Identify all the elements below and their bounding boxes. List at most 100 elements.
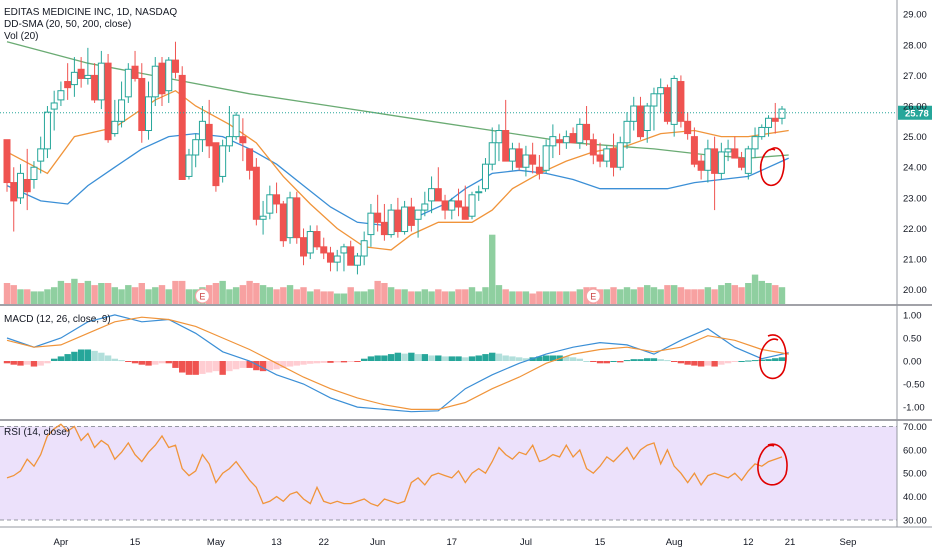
- macd-histogram-bar[interactable]: [617, 361, 624, 363]
- volume-bar[interactable]: [758, 280, 765, 304]
- volume-bar[interactable]: [414, 291, 422, 304]
- volume-bar[interactable]: [347, 287, 354, 304]
- volume-bar[interactable]: [360, 291, 368, 304]
- volume-bar[interactable]: [172, 280, 179, 304]
- volume-bar[interactable]: [718, 285, 725, 304]
- macd-histogram-bar[interactable]: [670, 361, 678, 363]
- macd-histogram-bar[interactable]: [704, 361, 712, 366]
- candle[interactable]: [461, 206, 469, 220]
- macd-histogram-bar[interactable]: [259, 361, 267, 372]
- volume-bar[interactable]: [313, 289, 321, 304]
- candle[interactable]: [70, 71, 78, 86]
- macd-histogram-bar[interactable]: [77, 349, 85, 362]
- candle[interactable]: [43, 111, 51, 150]
- candle[interactable]: [10, 182, 18, 202]
- macd-histogram-bar[interactable]: [98, 352, 105, 362]
- volume-bar[interactable]: [617, 289, 624, 304]
- candle[interactable]: [306, 231, 314, 254]
- candle[interactable]: [751, 136, 759, 150]
- candle[interactable]: [610, 148, 618, 168]
- volume-bar[interactable]: [300, 287, 307, 304]
- candle[interactable]: [765, 117, 773, 128]
- volume-bar[interactable]: [286, 285, 294, 304]
- macd-histogram-bar[interactable]: [266, 361, 274, 371]
- volume-bar[interactable]: [3, 283, 11, 304]
- volume-bar[interactable]: [394, 289, 402, 304]
- macd-histogram-bar[interactable]: [347, 361, 354, 363]
- candle[interactable]: [481, 163, 489, 190]
- candle[interactable]: [724, 148, 732, 153]
- candle[interactable]: [286, 197, 294, 239]
- candle[interactable]: [455, 200, 463, 208]
- candle[interactable]: [37, 148, 45, 162]
- candle[interactable]: [421, 203, 429, 211]
- macd-histogram-bar[interactable]: [489, 352, 496, 362]
- macd-histogram-bar[interactable]: [684, 361, 691, 365]
- candle[interactable]: [212, 142, 220, 187]
- volume-bar[interactable]: [125, 285, 132, 304]
- candle[interactable]: [414, 209, 422, 220]
- macd-histogram-bar[interactable]: [623, 360, 631, 362]
- macd-histogram-bar[interactable]: [468, 356, 476, 362]
- volume-bar[interactable]: [549, 291, 557, 304]
- price-pane[interactable]: E E 25.78: [0, 41, 932, 305]
- macd-histogram-bar[interactable]: [751, 360, 759, 362]
- macd-histogram-bar[interactable]: [360, 358, 368, 362]
- macd-histogram-bar[interactable]: [138, 361, 145, 365]
- volume-bar[interactable]: [37, 291, 44, 304]
- volume-bar[interactable]: [340, 293, 348, 305]
- candle[interactable]: [704, 148, 712, 171]
- volume-bar[interactable]: [704, 287, 712, 304]
- candle[interactable]: [97, 62, 105, 101]
- price-tag[interactable]: [898, 105, 932, 120]
- macd-histogram-bar[interactable]: [71, 351, 78, 362]
- candle[interactable]: [273, 194, 281, 205]
- macd-histogram-bar[interactable]: [515, 357, 523, 362]
- candle[interactable]: [259, 215, 267, 220]
- macd-histogram-bar[interactable]: [569, 357, 577, 362]
- candle[interactable]: [16, 172, 24, 199]
- candle[interactable]: [353, 255, 361, 266]
- candle[interactable]: [758, 126, 766, 138]
- volume-bar[interactable]: [17, 289, 24, 304]
- volume-bar[interactable]: [24, 289, 31, 304]
- volume-bar[interactable]: [138, 283, 145, 304]
- candle[interactable]: [596, 154, 604, 162]
- macd-histogram-bar[interactable]: [24, 361, 31, 365]
- macd-histogram-bar[interactable]: [576, 358, 584, 362]
- candle[interactable]: [124, 68, 132, 98]
- candle[interactable]: [50, 102, 58, 110]
- candle[interactable]: [508, 148, 516, 162]
- candle[interactable]: [738, 157, 746, 168]
- volume-bar[interactable]: [515, 291, 523, 304]
- volume-bar[interactable]: [239, 285, 247, 304]
- macd-histogram-bar[interactable]: [738, 361, 745, 363]
- candle[interactable]: [3, 139, 11, 184]
- volume-bar[interactable]: [408, 291, 415, 304]
- volume-bar[interactable]: [30, 291, 38, 304]
- macd-histogram-bar[interactable]: [131, 361, 139, 364]
- macd-histogram-bar[interactable]: [401, 353, 408, 362]
- volume-bar[interactable]: [677, 287, 685, 304]
- candle[interactable]: [603, 148, 611, 162]
- macd-histogram-bar[interactable]: [765, 359, 772, 362]
- macd-histogram-bar[interactable]: [118, 360, 125, 362]
- candle[interactable]: [158, 62, 166, 95]
- volume-bar[interactable]: [118, 289, 125, 304]
- volume-bar[interactable]: [293, 289, 300, 304]
- candle[interactable]: [778, 108, 786, 119]
- candle[interactable]: [684, 120, 692, 135]
- macd-histogram-bar[interactable]: [637, 359, 644, 362]
- candle[interactable]: [556, 139, 564, 144]
- candle[interactable]: [111, 120, 119, 135]
- volume-bar[interactable]: [44, 289, 51, 304]
- candle[interactable]: [475, 191, 483, 194]
- volume-bar[interactable]: [219, 280, 226, 304]
- candle[interactable]: [185, 154, 193, 177]
- candle[interactable]: [529, 154, 537, 165]
- candle[interactable]: [320, 246, 328, 254]
- candle[interactable]: [562, 136, 570, 144]
- volume-bar[interactable]: [145, 289, 152, 304]
- macd-histogram-bar[interactable]: [441, 356, 449, 362]
- volume-bar[interactable]: [152, 287, 159, 304]
